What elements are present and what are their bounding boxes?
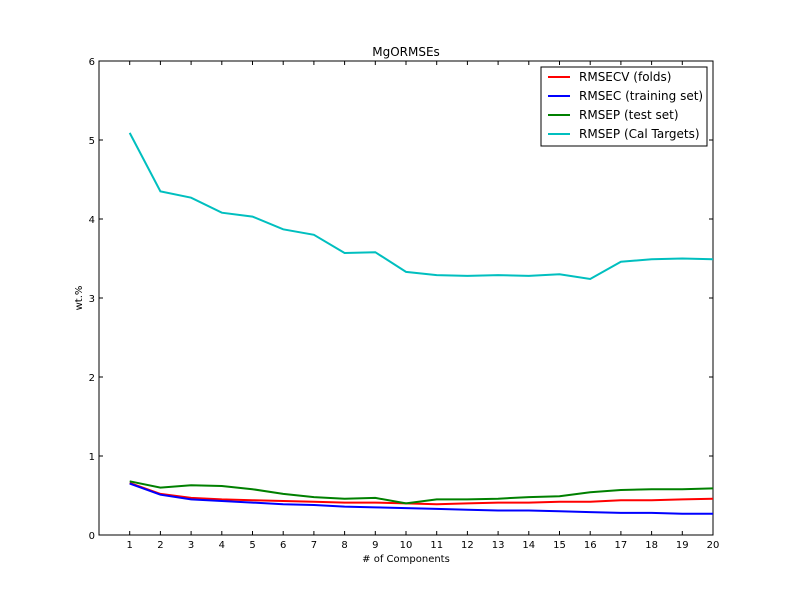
y-tick-label: 5 xyxy=(89,136,95,147)
y-tick-label: 3 xyxy=(89,294,95,305)
y-tick-label: 1 xyxy=(89,452,95,463)
x-tick-label: 14 xyxy=(522,540,535,551)
x-tick-label: 13 xyxy=(492,540,505,551)
x-tick-label: 3 xyxy=(188,540,194,551)
x-tick-label: 6 xyxy=(280,540,286,551)
series-line-1 xyxy=(129,482,713,515)
chart-title: MgORMSEs xyxy=(372,45,440,59)
x-tick-label: 12 xyxy=(461,540,474,551)
series-line-0 xyxy=(129,481,714,506)
legend-box xyxy=(540,66,708,147)
x-tick-label: 11 xyxy=(430,540,443,551)
x-tick-label: 17 xyxy=(615,540,628,551)
series-line-3 xyxy=(128,132,714,281)
y-axis: 0 1 2 3 4 5 6 xyxy=(89,57,713,542)
x-tick-label: 18 xyxy=(645,540,658,551)
x-tick-label: 10 xyxy=(400,540,413,551)
legend: RMSECV (folds) RMSEC (training set) RMSE… xyxy=(540,66,708,147)
y-tick-label: 2 xyxy=(89,373,95,384)
y-tick-label: 0 xyxy=(89,531,95,542)
legend-label-rmsep-test: RMSEP (test set) xyxy=(579,108,679,122)
series-line-2 xyxy=(129,480,714,505)
y-axis-label: wt.% xyxy=(74,286,85,311)
x-tick-label: 15 xyxy=(553,540,566,551)
x-tick-label: 2 xyxy=(157,540,163,551)
legend-label-rmsec: RMSEC (training set) xyxy=(579,89,703,103)
x-tick-label: 20 xyxy=(707,540,720,551)
x-axis: 1 2 3 4 5 6 7 8 9 10 11 12 13 14 15 16 17 18 19 20 xyxy=(127,61,720,551)
series-lines xyxy=(128,132,714,515)
legend-label-rmsep-cal: RMSEP (Cal Targets) xyxy=(579,127,700,141)
x-tick-label: 19 xyxy=(676,540,689,551)
x-tick-label: 8 xyxy=(341,540,347,551)
x-axis-label: # of Components xyxy=(362,554,450,565)
x-tick-label: 9 xyxy=(372,540,378,551)
x-tick-label: 1 xyxy=(127,540,133,551)
x-tick-label: 7 xyxy=(311,540,317,551)
y-tick-label: 6 xyxy=(89,57,95,68)
legend-label-rmsecv: RMSECV (folds) xyxy=(579,70,671,84)
y-tick-label: 4 xyxy=(89,215,95,226)
x-tick-label: 16 xyxy=(584,540,597,551)
x-tick-label: 5 xyxy=(249,540,255,551)
x-tick-label: 4 xyxy=(219,540,225,551)
